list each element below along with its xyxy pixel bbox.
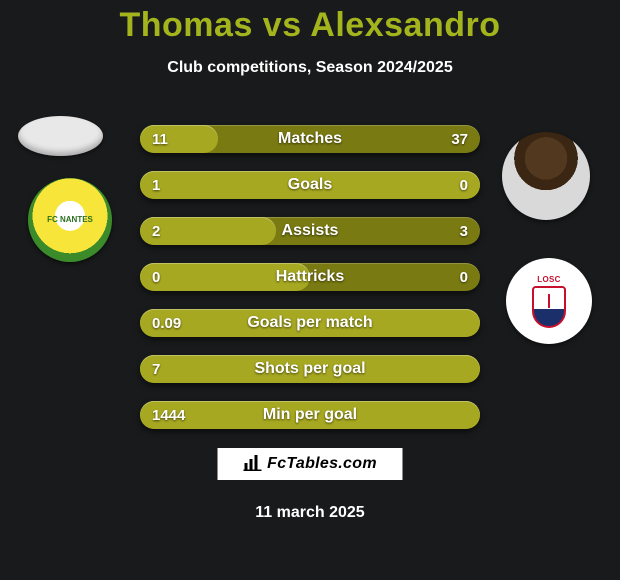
stat-label: Assists <box>140 217 480 245</box>
player1-avatar <box>18 116 103 156</box>
stat-bar: 0.09Goals per match <box>140 309 480 337</box>
stat-label: Hattricks <box>140 263 480 291</box>
stat-bar: 0Hattricks0 <box>140 263 480 291</box>
stat-label: Goals <box>140 171 480 199</box>
stat-value-right: 0 <box>460 171 468 199</box>
stat-bar: 7Shots per goal <box>140 355 480 383</box>
stat-value-right: 0 <box>460 263 468 291</box>
subtitle: Club competitions, Season 2024/2025 <box>0 59 620 77</box>
stat-label: Shots per goal <box>140 355 480 383</box>
player1-club-badge: FC NANTES <box>28 178 112 262</box>
player1-club-label: FC NANTES <box>47 216 93 224</box>
stat-value-right: 3 <box>460 217 468 245</box>
bar-chart-icon <box>243 453 261 476</box>
stat-bar: 2Assists3 <box>140 217 480 245</box>
page-title: Thomas vs Alexsandro <box>0 6 620 45</box>
stat-value-right: 37 <box>451 125 468 153</box>
infographic-container: Thomas vs Alexsandro Club competitions, … <box>0 0 620 580</box>
player2-club-label: LOSC <box>537 275 560 284</box>
stat-label: Goals per match <box>140 309 480 337</box>
stat-bars: 11Matches371Goals02Assists30Hattricks00.… <box>140 125 480 447</box>
fctables-logo: FcTables.com <box>218 448 403 480</box>
date-text: 11 march 2025 <box>0 504 620 522</box>
player2-avatar <box>502 132 590 220</box>
stat-label: Min per goal <box>140 401 480 429</box>
stat-bar: 1Goals0 <box>140 171 480 199</box>
stat-label: Matches <box>140 125 480 153</box>
stat-bar: 1444Min per goal <box>140 401 480 429</box>
stat-bar: 11Matches37 <box>140 125 480 153</box>
player2-club-badge: LOSC <box>506 258 592 344</box>
logo-text: FcTables.com <box>267 455 377 473</box>
shield-icon <box>532 286 566 328</box>
